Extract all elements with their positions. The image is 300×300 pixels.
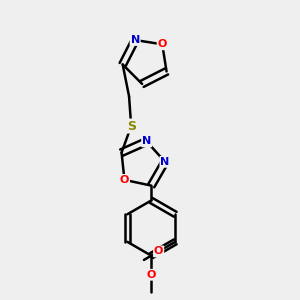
Text: S: S [127, 120, 136, 133]
Text: O: O [120, 175, 129, 185]
Text: N: N [130, 35, 140, 45]
Text: O: O [158, 39, 167, 49]
Text: N: N [142, 136, 151, 146]
Text: N: N [160, 157, 169, 167]
Text: O: O [147, 270, 156, 280]
Text: O: O [154, 246, 163, 256]
